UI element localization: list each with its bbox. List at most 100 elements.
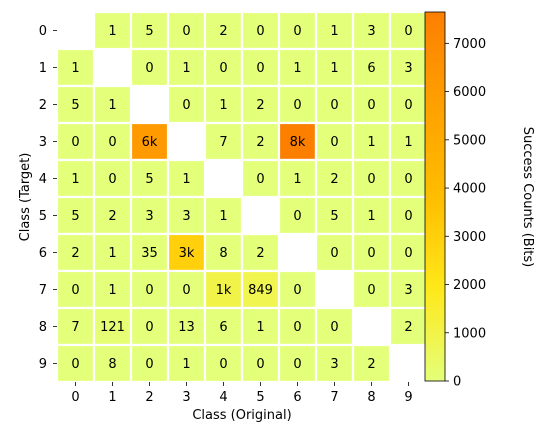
cell-value-label: 3 [330,357,338,372]
heatmap-cell [388,306,429,347]
cell-value-label: 7 [219,135,227,150]
cell-value-label: 2 [330,172,338,187]
y-tick-label: 0 [39,24,47,39]
cell-value-label: 0 [182,283,190,298]
cell-value-label: 0 [256,357,264,372]
cell-value-label: 1 [293,61,301,76]
cell-value-label: 2 [256,246,264,261]
heatmap-cell [203,306,244,347]
y-tick-label: 6 [39,246,47,261]
y-tick-label: 4 [39,172,47,187]
cell-value-label: 1 [330,24,338,39]
heatmap-cell [388,195,429,236]
cell-value-label: 5 [145,172,153,187]
y-tick-label: 5 [39,209,47,224]
cell-value-label: 0 [145,283,153,298]
cell-value-label: 0 [71,283,79,298]
y-axis-label: Class (Target) [18,153,33,242]
heatmap-cell [277,195,318,236]
y-tick-label: 8 [39,320,47,335]
cell-value-label: 5 [71,98,79,113]
cell-value-label: 1 [108,98,116,113]
cell-value-label: 0 [256,172,264,187]
cell-value-label: 0 [219,61,227,76]
heatmap-cell [388,121,429,162]
x-tick-label: 3 [182,390,190,405]
x-tick-label: 7 [330,390,338,405]
heatmap-cell [203,269,244,310]
cell-value-label: 0 [404,24,412,39]
cell-value-label: 3 [145,209,153,224]
cell-value-label: 0 [182,98,190,113]
heatmap-cell [388,269,429,310]
x-tick-label: 6 [293,390,301,405]
cell-value-label: 0 [367,98,375,113]
heatmap-cell [129,269,170,310]
cell-value-label: 0 [293,283,301,298]
cell-value-label: 0 [145,320,153,335]
heatmap-cell [92,306,133,347]
cell-value-label: 1 [367,209,375,224]
cell-value-label: 1k [216,283,232,298]
heatmap-cell [277,269,318,310]
cell-value-label: 0 [145,357,153,372]
cell-value-label: 2 [367,357,375,372]
cell-value-label: 5 [330,209,338,224]
x-axis-ticks: 0 1 2 3 4 5 6 7 8 9 [71,382,413,405]
cell-value-label: 0 [293,209,301,224]
heatmap-cell [314,47,355,88]
heatmap-cell [55,84,96,125]
heatmap-cell [55,195,96,236]
heatmap-cell [203,195,244,236]
cell-value-label: 0 [71,357,79,372]
y-tick-label: 7 [39,283,47,298]
colorbar-tick-label: 7000 [453,37,486,52]
heatmap-cell [166,84,207,125]
colorbar-tick-label: 3000 [453,230,486,245]
heatmap-cell [277,306,318,347]
heatmap-cell [240,158,281,199]
colorbar-label: Success Counts (Bits) [520,127,535,268]
cell-value-label: 0 [293,320,301,335]
heatmap-cell [55,269,96,310]
heatmap-cell [203,121,244,162]
cell-value-label: 0 [404,246,412,261]
cell-value-label: 0 [330,135,338,150]
colorbar-tick-label: 6000 [453,85,486,100]
cell-value-label: 849 [248,283,273,298]
cell-value-label: 0 [182,24,190,39]
cell-value-label: 0 [108,135,116,150]
cell-value-label: 2 [219,24,227,39]
x-tick-label: 9 [404,390,412,405]
heatmap-cell [129,195,170,236]
cell-value-label: 0 [330,246,338,261]
cell-value-label: 0 [219,357,227,372]
heatmap-cell [388,84,429,125]
colorbar-tick-label: 1000 [453,326,486,341]
cell-value-label: 0 [404,209,412,224]
cell-value-label: 0 [108,172,116,187]
cell-value-label: 0 [330,320,338,335]
cell-value-label: 0 [367,246,375,261]
heatmap-cell [314,232,355,273]
cell-value-label: 5 [71,209,79,224]
colorbar-tick-label: 5000 [453,133,486,148]
colorbar [424,11,446,382]
heatmap-cell [351,47,392,88]
cell-value-label: 1 [182,172,190,187]
cell-value-label: 7 [71,320,79,335]
heatmap-cell [129,121,170,162]
cell-value-label: 1 [256,320,264,335]
heatmap-cell [314,306,355,347]
heatmap-cell [277,343,318,384]
x-tick-label: 0 [71,390,79,405]
heatmap-cell [203,232,244,273]
cell-value-label: 2 [256,135,264,150]
cell-value-label: 2 [108,209,116,224]
colorbar-tick-label: 4000 [453,182,486,197]
heatmap-cell [351,343,392,384]
heatmap-cell [92,10,133,51]
cell-value-label: 0 [367,172,375,187]
heatmap-cell [314,343,355,384]
